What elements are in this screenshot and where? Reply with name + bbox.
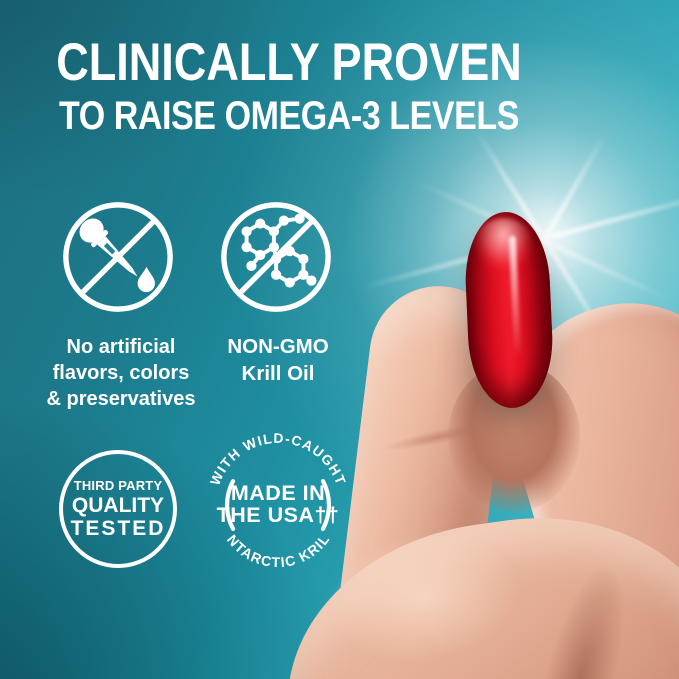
svg-text:WITH WILD-CAUGHT: WITH WILD-CAUGHT (207, 431, 348, 488)
caption-line: & preservatives (46, 388, 196, 410)
badge-center-line2: THE USA†† (217, 503, 340, 527)
third-party-quality-badge: THIRD PARTY QUALITY TESTED (59, 450, 177, 568)
non-gmo-molecule-prohibited-icon (221, 202, 331, 312)
made-in-usa-badge: WITH WILD-CAUGHT ANTARCTIC KRILL MADE IN… (193, 420, 348, 570)
badge-line: QUALITY (71, 494, 165, 517)
right-paren-arc (320, 479, 331, 531)
badge-line: TESTED (70, 517, 166, 540)
badge-arc-top-text: WITH WILD-CAUGHT (207, 431, 347, 488)
feature-caption-non-gmo: NON-GMO Krill Oil (196, 333, 360, 387)
badge-center-line1: MADE IN (231, 481, 325, 505)
headline-line2: TO RAISE OMEGA-3 LEVELS (58, 94, 520, 138)
feature-caption-no-artificial: No artificial flavors, colors & preserva… (28, 334, 214, 412)
headline: CLINICALLY PROVEN TO RAISE OMEGA-3 LEVEL… (43, 34, 534, 139)
no-dropper-prohibited-icon (63, 202, 173, 312)
caption-line: flavors, colors (52, 362, 190, 384)
left-paren-arc (225, 479, 236, 531)
caption-line: Krill Oil (241, 362, 315, 385)
caption-line: No artificial (66, 336, 176, 358)
caption-line: NON-GMO (227, 335, 329, 358)
badge-line: THIRD PARTY (73, 478, 163, 493)
headline-line1: CLINICALLY PROVEN (56, 33, 522, 92)
